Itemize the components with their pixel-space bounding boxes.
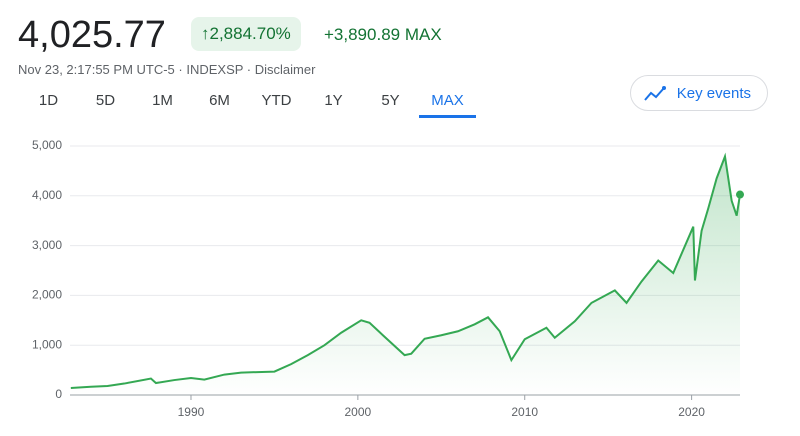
range-tab[interactable]: 5D	[95, 92, 116, 109]
x-tick-label: 1990	[178, 405, 205, 419]
x-tick-label: 2020	[678, 405, 705, 419]
line	[70, 152, 741, 390]
key-events-label: Key events	[676, 85, 751, 102]
tabs: 1D 5D 1M 6M YTD 1Y 5Y MAX	[20, 92, 476, 118]
last-point	[736, 190, 744, 199]
change-chip: ↑2,884.70%	[191, 17, 301, 51]
range-tab[interactable]: 1M	[152, 92, 173, 109]
x-tick-label: 2010	[511, 405, 538, 419]
price: 4,025.77	[18, 14, 166, 56]
y-tick-label: 0	[55, 387, 62, 401]
meta: Nov 23, 2:17:55 PM UTC-5 · INDEXSP · Dis…	[18, 62, 316, 77]
y-tick-label: 3,000	[32, 238, 62, 252]
key-events-button[interactable]: Key events	[630, 75, 768, 111]
change-abs: +3,890.89 MAX	[324, 25, 442, 44]
x-tick-label: 2000	[345, 405, 372, 419]
range-tab[interactable]: YTD	[261, 92, 292, 109]
y-tick-label: 2,000	[32, 288, 62, 302]
range-tab[interactable]: 6M	[209, 92, 230, 109]
area	[70, 156, 741, 395]
range-tab[interactable]: MAX	[419, 92, 476, 118]
range-tab[interactable]: 5Y	[381, 92, 400, 109]
range-tab[interactable]: 1Y	[324, 92, 343, 109]
y-tick-label: 1,000	[32, 337, 62, 351]
change-pct: 2,884.70%	[209, 24, 291, 43]
key-events-icon	[644, 86, 666, 101]
y-tick-label: 5,000	[32, 138, 62, 152]
y-tick-label: 4,000	[32, 188, 62, 202]
range-tab[interactable]: 1D	[38, 92, 59, 109]
